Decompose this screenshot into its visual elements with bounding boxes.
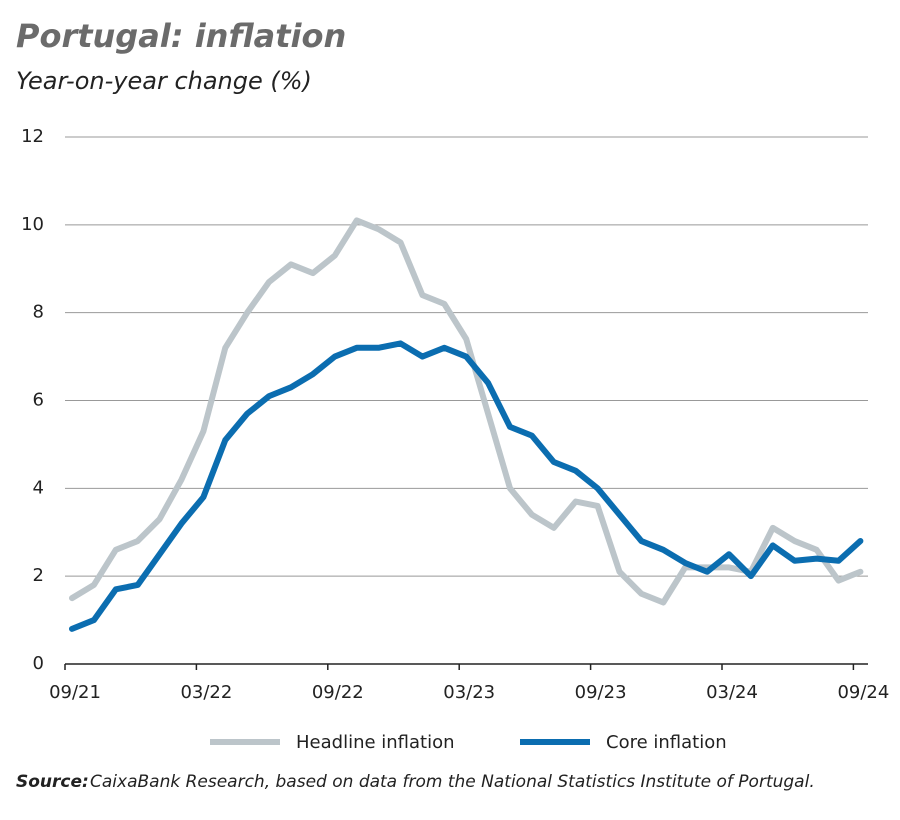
y-tick-label: 12: [21, 126, 44, 147]
x-tick-label: 09/21: [49, 682, 101, 703]
y-tick-label: 2: [33, 565, 44, 586]
x-tick-label: 09/24: [837, 682, 889, 703]
x-tick-label: 09/22: [312, 682, 364, 703]
line-series: [69, 217, 864, 606]
x-tick-label: 03/23: [443, 682, 495, 703]
source-label: Source:: [16, 772, 89, 792]
chart-title: Portugal: inflation: [16, 17, 346, 55]
legend-label: Headline inflation: [296, 732, 455, 753]
source-text: CaixaBank Research, based on data from t…: [90, 772, 815, 792]
legend-label: Core inflation: [606, 732, 727, 753]
y-tick-label: 10: [21, 214, 44, 235]
y-tick-label: 4: [33, 477, 44, 498]
y-tick-label: 0: [33, 653, 44, 674]
x-tick-label: 03/22: [180, 682, 232, 703]
x-tick-label: 03/24: [706, 682, 758, 703]
chart-subtitle: Year-on-year change (%): [16, 67, 312, 95]
x-tick-label: 09/23: [575, 682, 627, 703]
y-tick-label: 6: [33, 390, 44, 411]
y-tick-label: 8: [33, 302, 44, 323]
line-series: [69, 340, 864, 632]
